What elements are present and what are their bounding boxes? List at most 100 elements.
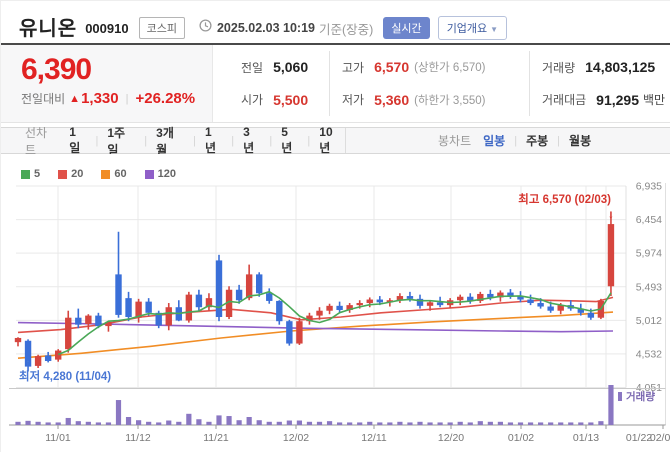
volume-bar (568, 422, 574, 425)
volume-bar (558, 422, 564, 425)
volume-bar (357, 422, 363, 425)
quote-section: 6,390 전일대비 ▲ 1,330 | +26.28% 전일 5,060 고가 6… (1, 43, 670, 123)
y-axis-label: 6,454 (636, 214, 662, 226)
candle (14, 337, 22, 343)
volume-bar (45, 422, 51, 425)
candle (155, 312, 162, 326)
candle (125, 298, 132, 318)
volume-bar (578, 422, 584, 425)
ma-legend-item-20: 20 (58, 168, 83, 180)
candle (115, 274, 122, 315)
low-annotation: 최저 4,280 (11/04) (19, 369, 111, 383)
candle (225, 289, 233, 318)
volume-bar (507, 422, 514, 425)
candle (497, 292, 504, 298)
volume-bar (457, 421, 463, 425)
candle (276, 300, 283, 322)
volume-bar (256, 420, 262, 425)
candle-chart-label: 봉차트 (438, 134, 472, 148)
volume-bar (407, 422, 413, 425)
candle (527, 299, 534, 304)
separator: | (231, 134, 235, 147)
volume-legend-swatch (618, 392, 622, 401)
x-axis-label: 11/12 (125, 432, 151, 444)
volume-bar (387, 422, 393, 425)
header: 유니온 000910 코스피 2025.02.03 10:19 기준(장중) 실… (1, 9, 670, 43)
candle (507, 292, 514, 297)
period-tab-0[interactable]: 일봉 (483, 134, 506, 148)
range-tab-3[interactable]: 1년 (205, 125, 217, 155)
y-axis-label: 5,974 (636, 248, 662, 260)
ma-legend-item-60: 60 (101, 168, 127, 180)
volume-bar (588, 422, 594, 425)
range-tab-5[interactable]: 5년 (281, 125, 293, 155)
volume-bar (608, 385, 614, 425)
range-tab-1[interactable]: 1주일 (107, 125, 126, 157)
candle (467, 296, 474, 301)
candle-chart-period-tabs: 봉차트 일봉 | 주봉 | 월봉 (346, 128, 670, 153)
y-axis-label: 4,532 (636, 348, 662, 360)
trade-value-cell: 거래대금 91,295 백만 (529, 83, 670, 116)
volume-bar (347, 422, 353, 425)
divider: | (125, 92, 129, 105)
line-chart-range-tabs: 선차트 1일 | 1주일 | 3개월 | 1년 | 3년 | 5년 | 10년 (1, 125, 346, 157)
candle (195, 294, 203, 308)
candle (135, 301, 142, 318)
company-overview-button[interactable]: 기업개요 ▼ (437, 15, 508, 40)
period-tab-2[interactable]: 월봉 (569, 134, 592, 148)
volume-bar (25, 420, 31, 425)
range-tab-6[interactable]: 10년 (319, 125, 333, 155)
legend-swatch (58, 169, 68, 179)
range-tab-0[interactable]: 1일 (69, 125, 81, 155)
range-tab-2[interactable]: 3개월 (156, 125, 174, 157)
low-arrow-icon: ↑ (25, 356, 31, 370)
volume-bar (337, 422, 343, 425)
prev-close-cell: 전일 5,060 (241, 59, 309, 76)
separator: | (193, 134, 196, 147)
volume-bar (216, 415, 222, 425)
candle (296, 321, 303, 344)
y-axis-label: 5,012 (636, 315, 662, 327)
candle (376, 299, 383, 303)
stock-code: 000910 (85, 20, 129, 36)
candle (386, 300, 394, 303)
x-axis-label: 01/13 (573, 432, 599, 444)
volume-bar (236, 420, 242, 425)
volume-bar (397, 421, 403, 425)
candle (316, 310, 323, 316)
volume-bar (598, 421, 604, 425)
candlestick-chart: 5 20 60 120 6,935 6,454 5,974 5,493 5,012 4,532 4… (1, 154, 670, 453)
volume-bar (286, 420, 292, 425)
x-axis-label: 11/01 (45, 432, 71, 444)
volume-bar (487, 421, 493, 425)
separator: | (514, 134, 518, 147)
candle (336, 305, 343, 311)
candle (185, 294, 193, 321)
volume-bar (246, 417, 252, 425)
up-arrow-icon: ▲ (69, 92, 81, 105)
ma-legend-item-120: 120 (144, 168, 176, 180)
candle (426, 302, 434, 306)
candle (266, 293, 273, 301)
ma-line-MA120 (17, 321, 614, 333)
candle (537, 303, 544, 307)
candle (346, 305, 353, 311)
volume-bar (266, 421, 272, 425)
candle (356, 303, 363, 306)
separator: | (307, 134, 311, 147)
open-cell: 시가 5,500 (241, 91, 309, 108)
x-axis-label: 11/21 (203, 432, 229, 444)
volume-cell: 거래량 14,803,125 (529, 51, 670, 84)
volume-bar (417, 421, 423, 425)
separator: | (95, 134, 99, 147)
candle (205, 298, 213, 308)
candle (24, 340, 32, 367)
realtime-badge: 실시간 (383, 16, 430, 39)
volume-bar (427, 422, 433, 425)
period-tab-1[interactable]: 주봉 (526, 134, 549, 148)
volume-bar (186, 413, 192, 425)
range-tab-4[interactable]: 3년 (243, 125, 255, 155)
x-axis-label: 01/02 (508, 432, 534, 444)
candle (105, 321, 112, 327)
x-axis-label: 12/02 (283, 432, 309, 444)
